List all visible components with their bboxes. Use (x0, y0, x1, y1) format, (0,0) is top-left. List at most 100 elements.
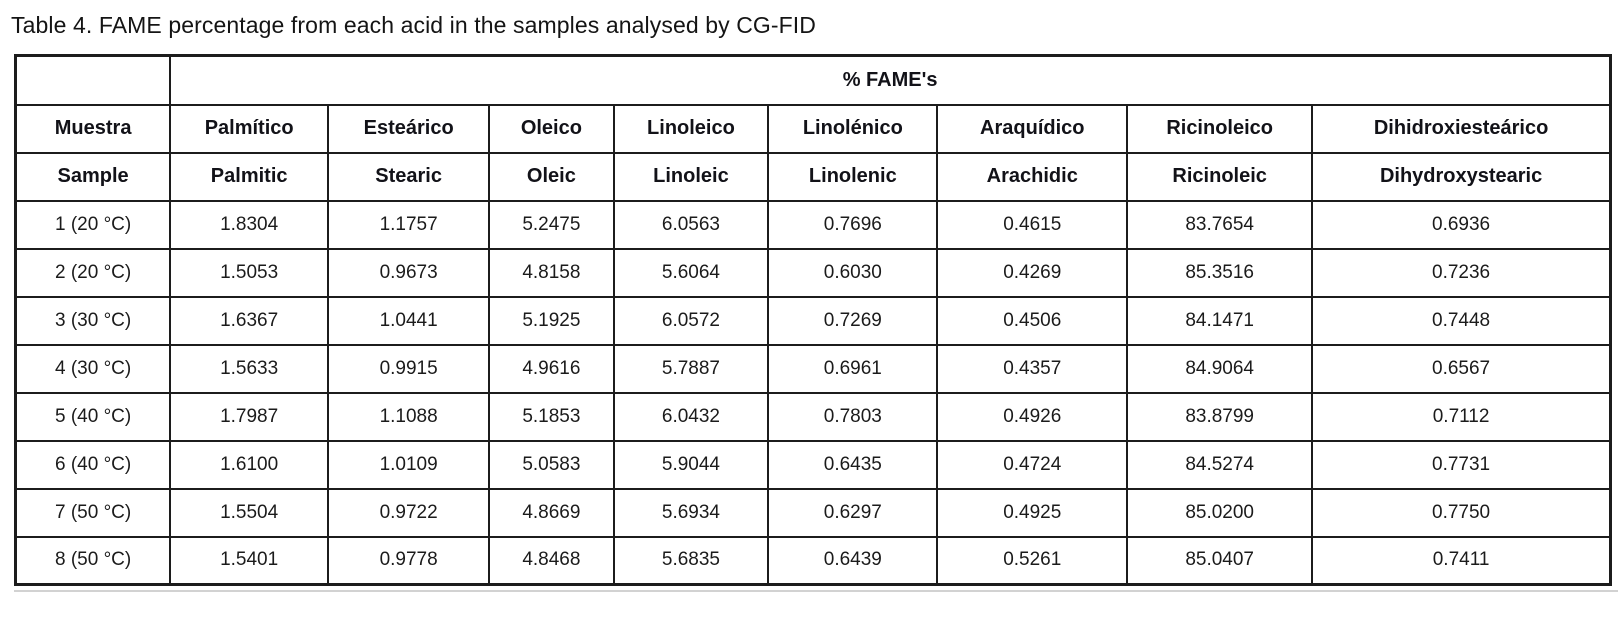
table-row: 6 (40 °C) 1.6100 1.0109 5.0583 5.9044 0.6435 0… (14, 439, 1612, 490)
value-cell: 0.4506 (936, 295, 1129, 346)
value-cell: 5.6064 (612, 247, 770, 298)
fame-percent-span-header: % FAME's (169, 54, 1612, 106)
column-header: Sample (14, 151, 172, 202)
column-header: Oleico (488, 103, 615, 154)
value-cell: 5.1925 (488, 295, 615, 346)
value-cell: 5.0583 (488, 439, 615, 490)
table-caption: Table 4. FAME percentage from each acid … (11, 12, 817, 38)
table-row: 3 (30 °C) 1.6367 1.0441 5.1925 6.0572 0.7269 0… (14, 295, 1612, 346)
value-cell: 0.6030 (767, 247, 939, 298)
value-cell: 0.6936 (1311, 199, 1612, 250)
value-cell: 6.0572 (612, 295, 770, 346)
sample-cell: 4 (30 °C) (14, 343, 172, 394)
value-cell: 1.5401 (169, 535, 330, 586)
value-cell: 84.5274 (1126, 439, 1314, 490)
fame-table-body: 1 (20 °C) 1.8304 1.1757 5.2475 6.0563 0.7696 0… (14, 199, 1612, 586)
value-cell: 0.7236 (1311, 247, 1612, 298)
value-cell: 6.0563 (612, 199, 770, 250)
value-cell: 0.4269 (936, 247, 1129, 298)
value-cell: 0.4926 (936, 391, 1129, 442)
table-row: 7 (50 °C) 1.5504 0.9722 4.8669 5.6934 0.6297 0… (14, 487, 1612, 538)
table-row: 8 (50 °C) 1.5401 0.9778 4.8468 5.6835 0.6439 0… (14, 535, 1612, 586)
value-cell: 0.4724 (936, 439, 1129, 490)
column-header: Palmítico (169, 103, 330, 154)
value-cell: 4.8158 (488, 247, 615, 298)
column-header: Linolénico (767, 103, 939, 154)
table-row: 4 (30 °C) 1.5633 0.9915 4.9616 5.7887 0.6961 0… (14, 343, 1612, 394)
corner-empty-cell (14, 54, 172, 106)
column-header: Arachidic (936, 151, 1129, 202)
value-cell: 0.7696 (767, 199, 939, 250)
value-cell: 85.0200 (1126, 487, 1314, 538)
value-cell: 0.7112 (1311, 391, 1612, 442)
column-header: Dihydroxystearic (1311, 151, 1612, 202)
value-cell: 0.4925 (936, 487, 1129, 538)
value-cell: 0.7448 (1311, 295, 1612, 346)
value-cell: 0.4615 (936, 199, 1129, 250)
column-header: Linoleic (612, 151, 770, 202)
sample-cell: 7 (50 °C) (14, 487, 172, 538)
value-cell: 85.3516 (1126, 247, 1314, 298)
value-cell: 1.1088 (327, 391, 491, 442)
column-header: Oleic (488, 151, 615, 202)
sample-cell: 2 (20 °C) (14, 247, 172, 298)
value-cell: 4.8468 (488, 535, 615, 586)
table-row: 2 (20 °C) 1.5053 0.9673 4.8158 5.6064 0.6030 0… (14, 247, 1612, 298)
column-header: Esteárico (327, 103, 491, 154)
header-row-english: Sample Palmitic Stearic Oleic Linoleic Linole… (14, 151, 1612, 202)
fame-table-head: % FAME's Muestra Palmítico Esteárico Oleico… (14, 54, 1612, 202)
value-cell: 1.5633 (169, 343, 330, 394)
value-cell: 85.0407 (1126, 535, 1314, 586)
sample-cell: 6 (40 °C) (14, 439, 172, 490)
value-cell: 1.6367 (169, 295, 330, 346)
fame-table: % FAME's Muestra Palmítico Esteárico Oleico… (14, 54, 1612, 586)
column-header: Muestra (14, 103, 172, 154)
value-cell: 0.7750 (1311, 487, 1612, 538)
column-header: Stearic (327, 151, 491, 202)
value-cell: 0.4357 (936, 343, 1129, 394)
sample-cell: 1 (20 °C) (14, 199, 172, 250)
column-header: Araquídico (936, 103, 1129, 154)
value-cell: 83.7654 (1126, 199, 1314, 250)
sample-cell: 3 (30 °C) (14, 295, 172, 346)
value-cell: 0.5261 (936, 535, 1129, 586)
value-cell: 5.7887 (612, 343, 770, 394)
value-cell: 1.8304 (169, 199, 330, 250)
value-cell: 0.6439 (767, 535, 939, 586)
value-cell: 0.9778 (327, 535, 491, 586)
value-cell: 0.9673 (327, 247, 491, 298)
value-cell: 83.8799 (1126, 391, 1314, 442)
column-header: Palmitic (169, 151, 330, 202)
value-cell: 5.6835 (612, 535, 770, 586)
value-cell: 0.9915 (327, 343, 491, 394)
value-cell: 0.6567 (1311, 343, 1612, 394)
page-rule-divider (14, 590, 1618, 592)
value-cell: 1.7987 (169, 391, 330, 442)
column-header: Ricinoleic (1126, 151, 1314, 202)
value-cell: 4.9616 (488, 343, 615, 394)
value-cell: 0.7411 (1311, 535, 1612, 586)
column-header: Linolenic (767, 151, 939, 202)
span-header-row: % FAME's (14, 54, 1612, 106)
value-cell: 0.7803 (767, 391, 939, 442)
value-cell: 84.9064 (1126, 343, 1314, 394)
value-cell: 0.6961 (767, 343, 939, 394)
value-cell: 4.8669 (488, 487, 615, 538)
value-cell: 1.0109 (327, 439, 491, 490)
value-cell: 5.9044 (612, 439, 770, 490)
column-header: Dihidroxiesteárico (1311, 103, 1612, 154)
value-cell: 0.9722 (327, 487, 491, 538)
value-cell: 5.1853 (488, 391, 615, 442)
column-header: Ricinoleico (1126, 103, 1314, 154)
value-cell: 84.1471 (1126, 295, 1314, 346)
column-header: Linoleico (612, 103, 770, 154)
value-cell: 1.5504 (169, 487, 330, 538)
value-cell: 1.1757 (327, 199, 491, 250)
value-cell: 1.0441 (327, 295, 491, 346)
value-cell: 5.6934 (612, 487, 770, 538)
value-cell: 0.6435 (767, 439, 939, 490)
value-cell: 6.0432 (612, 391, 770, 442)
value-cell: 1.6100 (169, 439, 330, 490)
value-cell: 1.5053 (169, 247, 330, 298)
